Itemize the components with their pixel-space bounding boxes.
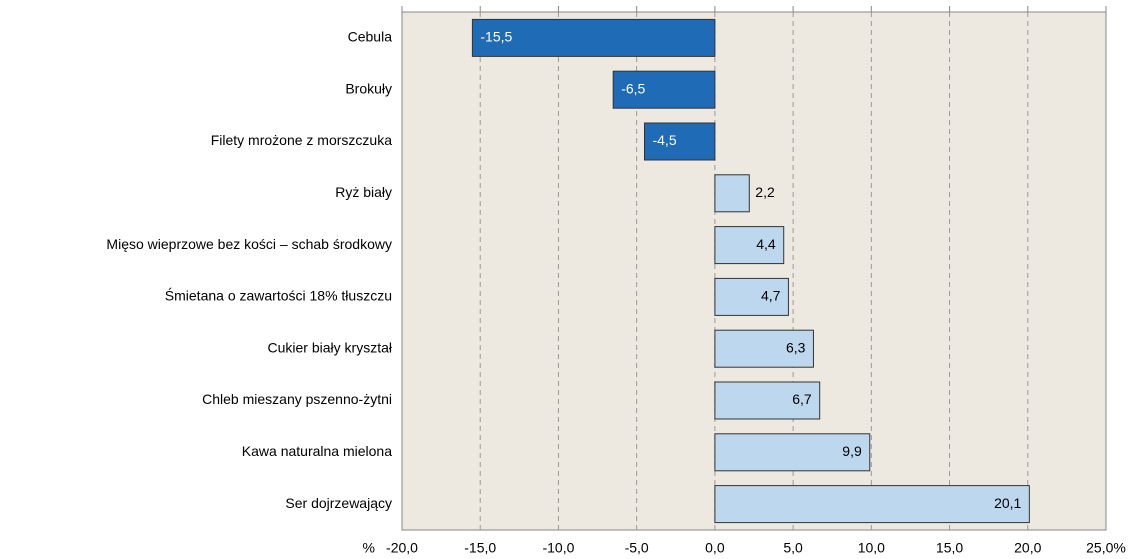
bar [714, 433, 871, 472]
bar [714, 226, 785, 265]
bar [714, 485, 1030, 524]
bar [612, 70, 716, 109]
y-tick-label: Chleb mieszany pszenno-żytni [202, 391, 392, 407]
x-tick-label: 0,0 [705, 540, 725, 556]
y-tick-label: Cukier biały kryształ [268, 339, 393, 355]
unit-label: % [363, 540, 375, 556]
bar [714, 329, 814, 368]
bar [714, 277, 789, 316]
value-label: 4,4 [756, 236, 776, 252]
x-tick-label: 25,0% [1086, 540, 1126, 556]
x-tick-label: 15,0 [936, 540, 963, 556]
x-tick-label: 20,0 [1014, 540, 1041, 556]
y-tick-label: Cebula [348, 29, 393, 45]
value-label: 20,1 [994, 495, 1021, 511]
bar [471, 18, 716, 57]
bar [643, 122, 716, 161]
y-tick-label: Kawa naturalna mielona [242, 443, 392, 459]
value-label: -15,5 [480, 29, 512, 45]
x-tick-label: 5,0 [783, 540, 803, 556]
x-tick-label: 10,0 [858, 540, 885, 556]
x-tick-label: -5,0 [625, 540, 649, 556]
value-label: 4,7 [761, 288, 781, 304]
x-tick-label: -15,0 [464, 540, 496, 556]
value-label: -4,5 [652, 132, 676, 148]
value-label: 6,3 [786, 339, 806, 355]
y-tick-label: Brokuły [345, 80, 392, 96]
y-tick-label: Ser dojrzewający [285, 495, 392, 511]
y-tick-label: Mięso wieprzowe bez kości – schab środko… [106, 236, 392, 252]
value-label: -6,5 [621, 80, 645, 96]
value-label: 9,9 [842, 443, 862, 459]
value-label: 2,2 [755, 184, 775, 200]
x-tick-label: -10,0 [542, 540, 574, 556]
y-tick-label: Śmietana o zawartości 18% tłuszczu [165, 287, 392, 304]
value-label: 6,7 [792, 391, 812, 407]
y-tick-label: Ryż biały [335, 184, 392, 200]
bar [714, 174, 750, 213]
y-tick-label: Filety mrożone z morszczuka [211, 132, 392, 148]
x-tick-label: -20,0 [386, 540, 418, 556]
bar [714, 381, 821, 420]
